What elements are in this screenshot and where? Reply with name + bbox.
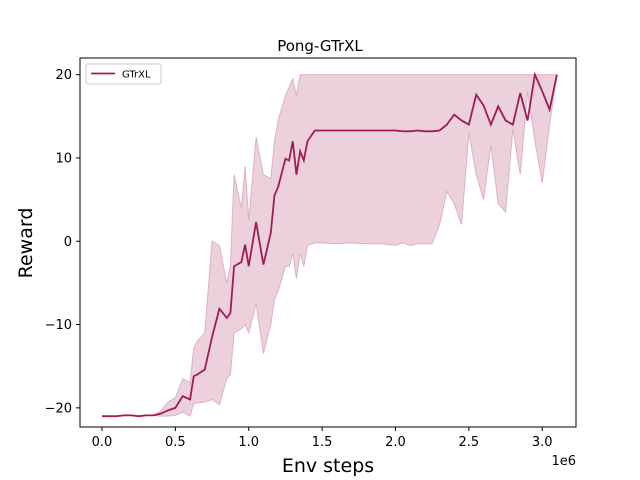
y-axis: −20 −10 0 10 20 — [45, 68, 80, 416]
y-tick-label: −10 — [45, 318, 72, 333]
x-tick-label: 3.0 — [532, 435, 553, 450]
legend: GTrXL — [85, 63, 162, 85]
x-axis: 0.0 0.5 1.0 1.5 2.0 2.5 3.0 — [92, 427, 553, 450]
plot-frame — [79, 57, 577, 428]
x-axis-label: Env steps — [282, 455, 374, 477]
x-tick-label: 0.5 — [165, 435, 186, 450]
chart-title: Pong-GTrXL — [277, 37, 363, 55]
y-tick-label: 20 — [55, 68, 72, 83]
legend-box — [85, 63, 162, 85]
x-tick-label: 2.5 — [459, 435, 480, 450]
series-band — [102, 74, 557, 417]
y-tick-label: 10 — [55, 151, 72, 166]
x-tick-label: 0.0 — [92, 435, 113, 450]
plot-area — [102, 71, 558, 418]
y-tick-label: −20 — [45, 401, 72, 416]
x-axis-offset: 1e6 — [551, 454, 576, 469]
x-tick-label: 1.5 — [312, 435, 333, 450]
y-axis-label: Reward — [15, 208, 37, 279]
x-tick-label: 2.0 — [385, 435, 406, 450]
legend-label: GTrXL — [122, 70, 151, 81]
x-tick-label: 1.0 — [238, 435, 259, 450]
y-tick-label: 0 — [64, 235, 72, 250]
series-line — [102, 71, 558, 418]
